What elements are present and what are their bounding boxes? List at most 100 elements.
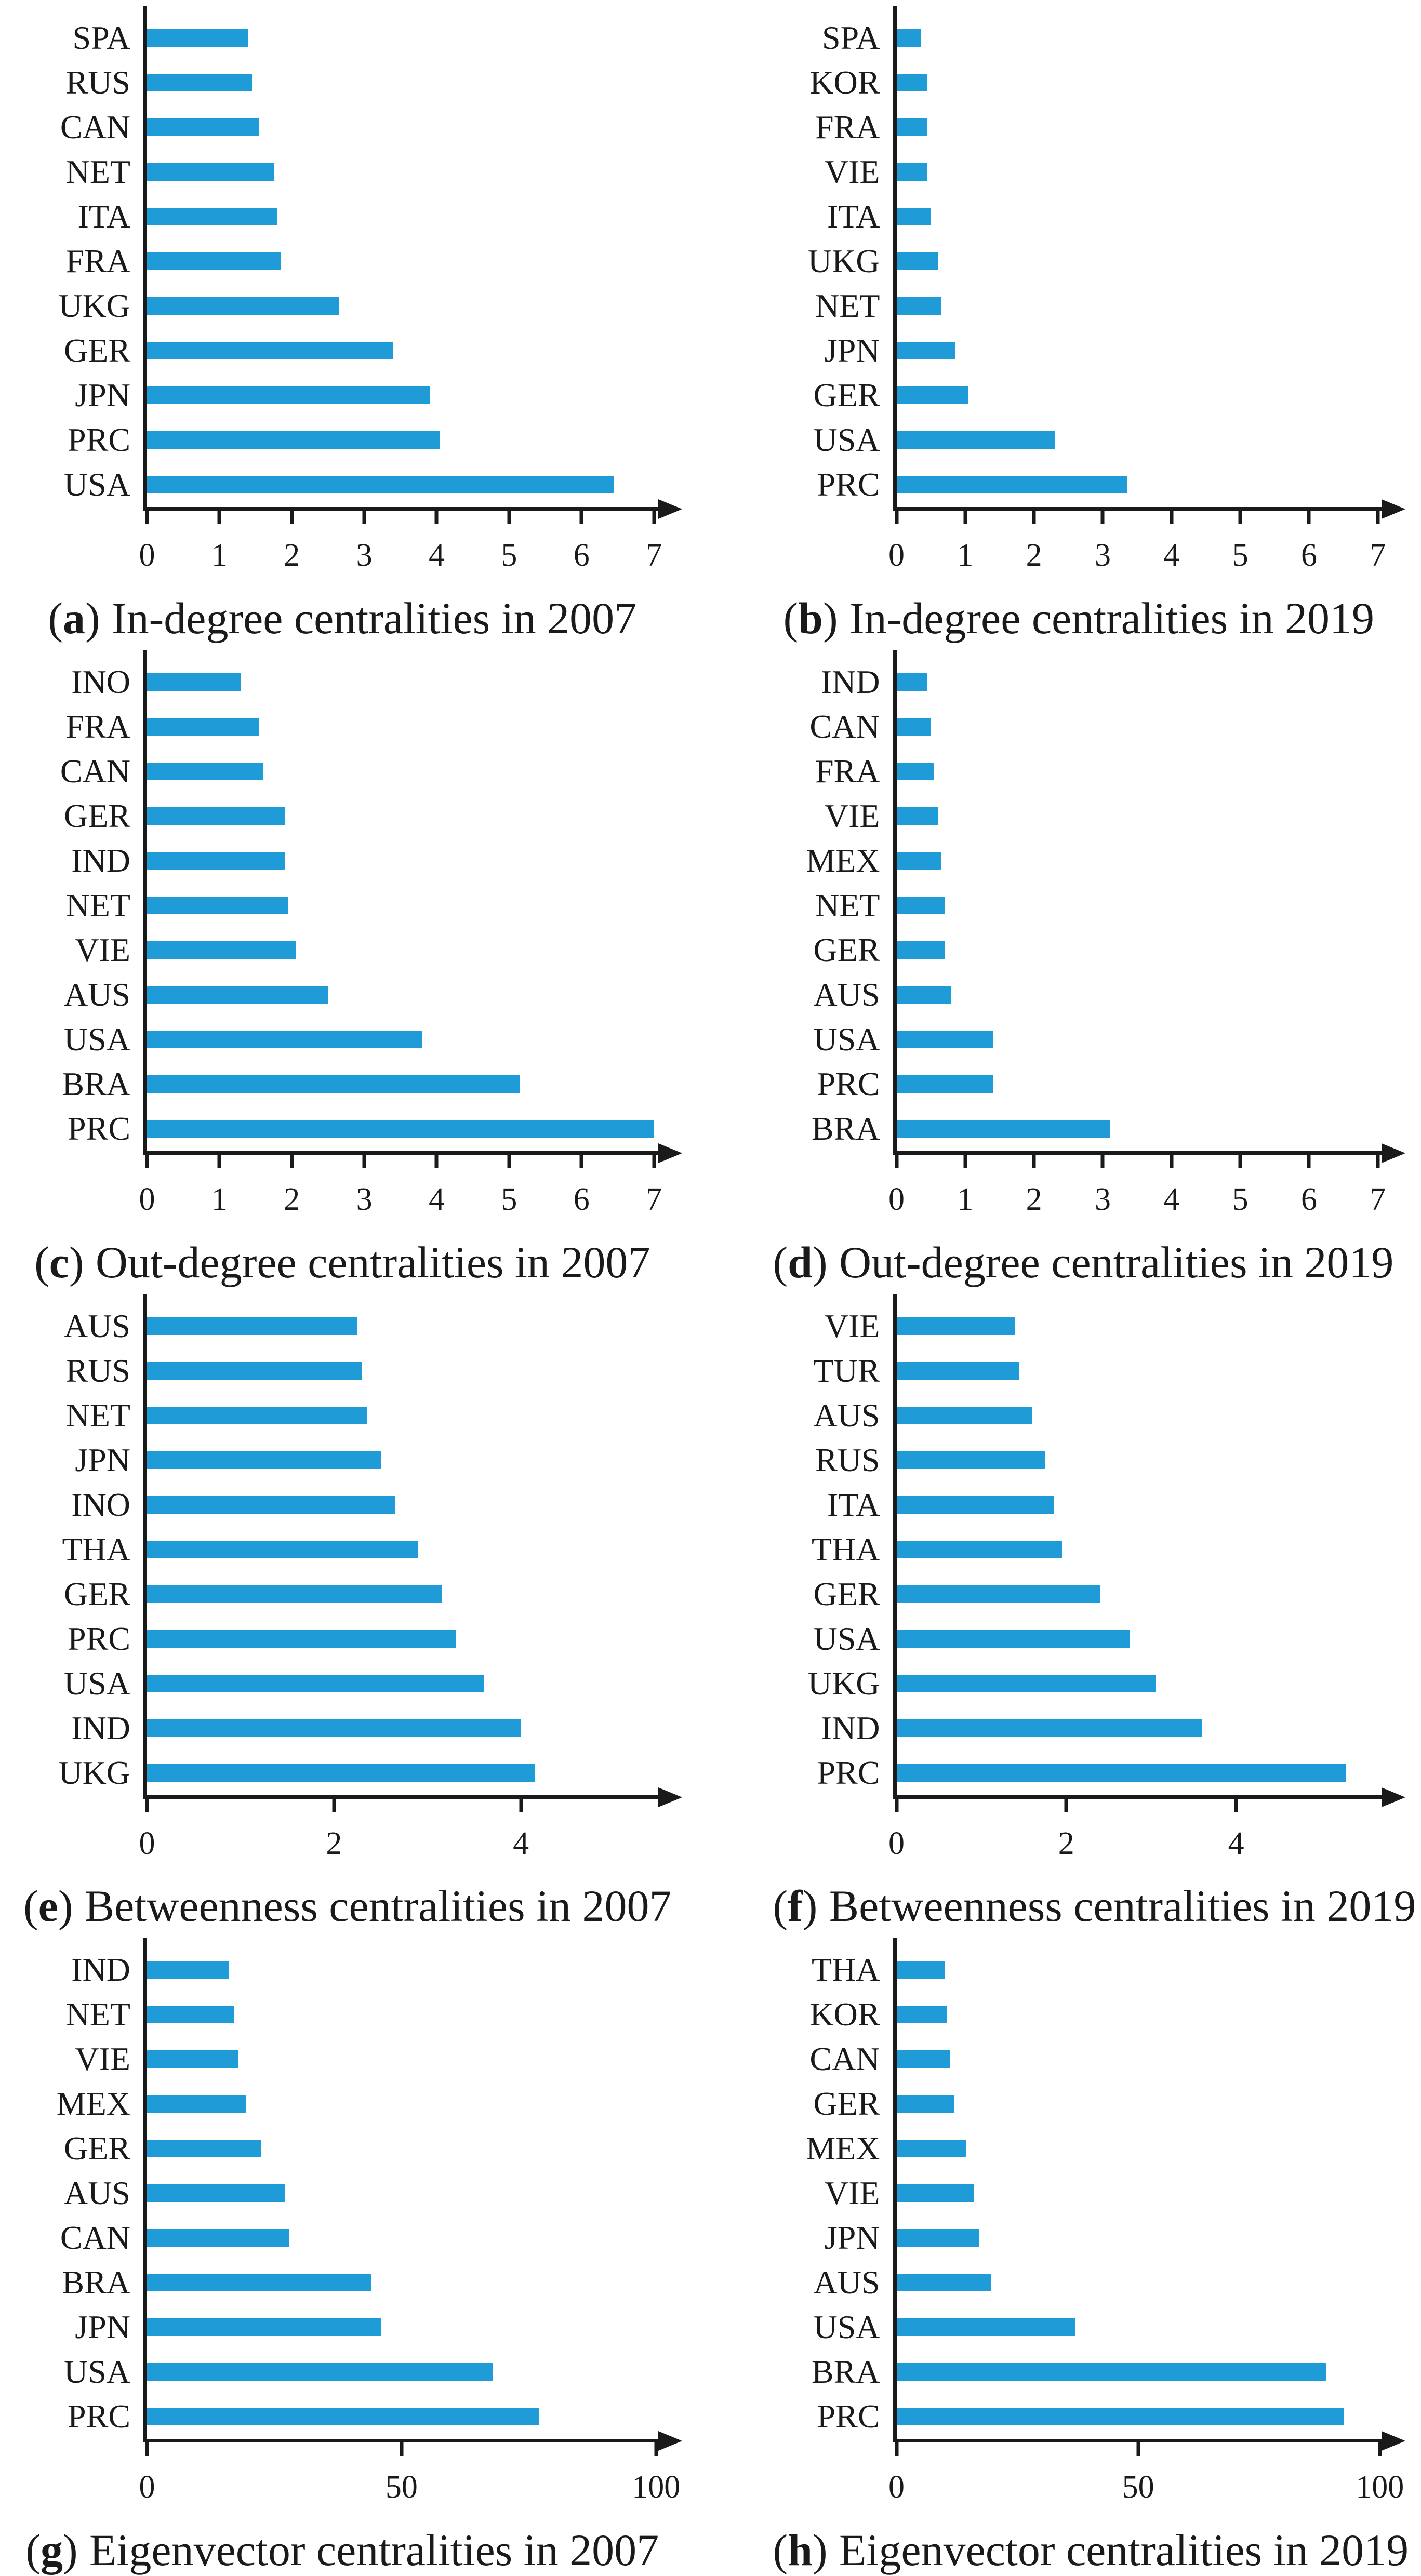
- bar-track: [896, 1706, 1385, 1751]
- axis-tick: [652, 511, 656, 524]
- bar-track: [896, 2350, 1385, 2394]
- bar-row: ITA: [773, 1483, 1385, 1527]
- axis-tick-label: 0: [139, 1181, 155, 1217]
- axis-tick-label: 6: [573, 1181, 590, 1217]
- axis-tick: [1307, 511, 1311, 524]
- bar-row: PRC: [773, 462, 1385, 507]
- bar: [896, 1540, 1063, 1558]
- bar-row: AUS: [773, 1393, 1385, 1438]
- axis-tick-label: 4: [428, 1181, 445, 1217]
- axis-arrow-icon: [658, 1143, 682, 1163]
- category-label: PRC: [68, 421, 130, 458]
- axis-tick-label: 100: [1356, 2470, 1404, 2505]
- bar-track: [147, 1349, 661, 1393]
- bar-track: [147, 239, 661, 284]
- category-label: RUS: [65, 64, 131, 101]
- axis-tick-label: 50: [1122, 2470, 1154, 2505]
- bar-row: VIE: [773, 2171, 1385, 2215]
- bar-track: [896, 328, 1385, 373]
- axis-tick-label: 4: [1163, 538, 1180, 573]
- axis-tick: [1238, 1154, 1242, 1168]
- bar-row: GER: [773, 928, 1385, 972]
- bar: [147, 2006, 234, 2024]
- bar-row: VIE: [773, 150, 1385, 194]
- bar: [896, 2050, 950, 2068]
- bar: [896, 1075, 993, 1093]
- bar-track: [147, 2171, 661, 2215]
- bar-row: UKG: [23, 1751, 661, 1795]
- category-label: UKG: [58, 1754, 130, 1791]
- bar-track: [896, 2394, 1385, 2439]
- bar-track: [896, 1017, 1385, 1062]
- axis-arrow-icon: [658, 499, 682, 519]
- category-label: AUS: [63, 976, 130, 1013]
- plot-rows: THA KOR CAN GER MEX VIE JPN AUS USA BRA PRC: [773, 1938, 1385, 2443]
- x-axis: 0 1 2 3 4 5 6 7: [139, 499, 682, 580]
- plot-rows: SPA KOR FRA VIE ITA UKG NET JPN GER USA PRC: [773, 6, 1385, 511]
- bar-row: FRA: [23, 239, 661, 284]
- category-label: THA: [62, 1530, 130, 1568]
- bar: [896, 2274, 991, 2292]
- category-label: USA: [813, 1020, 880, 1058]
- bar: [147, 1630, 456, 1648]
- category-label: GER: [64, 797, 130, 834]
- axis-tick: [400, 2442, 404, 2457]
- axis-tick: [963, 511, 967, 524]
- bar-row: PRC: [773, 1751, 1385, 1795]
- bar-track: [896, 2126, 1385, 2171]
- category-label: GER: [64, 2130, 130, 2167]
- bar-track: [147, 284, 661, 328]
- bar: [147, 1674, 484, 1692]
- bar-row: USA: [23, 2350, 661, 2394]
- caption-title: Betweenness centralities in 2019: [829, 1881, 1416, 1931]
- bar-track: [147, 972, 661, 1017]
- chart-betweenness-2019: VIE TUR AUS RUS ITA THA GER USA UKG IND PRC 0 2 4 (f)…: [711, 1288, 1421, 1932]
- axis-tick: [145, 1154, 149, 1168]
- category-label: USA: [813, 2308, 880, 2346]
- bar-row: AUS: [773, 972, 1385, 1017]
- bar-track: [147, 418, 661, 462]
- bar-track: [147, 1947, 661, 1992]
- axis-tick-label: 4: [513, 1825, 529, 1861]
- bar-row: VIE: [773, 1304, 1385, 1349]
- axis-arrow-icon: [1382, 1143, 1405, 1163]
- axis-tick: [579, 1154, 583, 1168]
- axis-tick-label: 2: [326, 1825, 342, 1861]
- bar-track: [147, 1017, 661, 1062]
- bar-row: RUS: [23, 60, 661, 105]
- bar-track: [147, 2350, 661, 2394]
- category-label: GER: [813, 1575, 880, 1612]
- axis-tick: [1238, 511, 1242, 524]
- bar-track: [147, 462, 661, 507]
- bar-track: [896, 105, 1385, 150]
- x-axis-line: [143, 2439, 661, 2443]
- caption-paren: (: [23, 1881, 38, 1931]
- bar-track: [147, 2260, 661, 2305]
- bar-track: [896, 1393, 1385, 1438]
- category-label: AUS: [813, 976, 880, 1013]
- caption-letter: b: [798, 593, 823, 643]
- y-axis-line: [143, 1294, 147, 1799]
- bar-row: USA: [773, 1017, 1385, 1062]
- axis-tick-label: 4: [428, 538, 445, 573]
- bar: [147, 29, 249, 47]
- bar: [896, 1961, 945, 1979]
- caption-letter: c: [49, 1237, 69, 1287]
- bar: [147, 163, 274, 181]
- category-label: CAN: [809, 2040, 880, 2078]
- bar-row: FRA: [23, 704, 661, 749]
- bar-track: [147, 150, 661, 194]
- x-axis: 0 2 4: [139, 1787, 682, 1868]
- bar-track: [147, 1106, 661, 1151]
- bar-row: CAN: [773, 2037, 1385, 2081]
- y-axis-line: [893, 6, 897, 511]
- bar-row: NET: [23, 1393, 661, 1438]
- chart-eigenvector-2019: THA KOR CAN GER MEX VIE JPN AUS USA BRA PRC 0 50 100 …: [711, 1932, 1421, 2576]
- bar-row: VIE: [23, 928, 661, 972]
- bar: [896, 342, 955, 359]
- category-label: INO: [71, 1486, 130, 1523]
- bar-track: [896, 2081, 1385, 2126]
- axis-tick: [895, 2442, 898, 2457]
- category-label: UKG: [58, 287, 130, 324]
- bar-row: UKG: [773, 1661, 1385, 1706]
